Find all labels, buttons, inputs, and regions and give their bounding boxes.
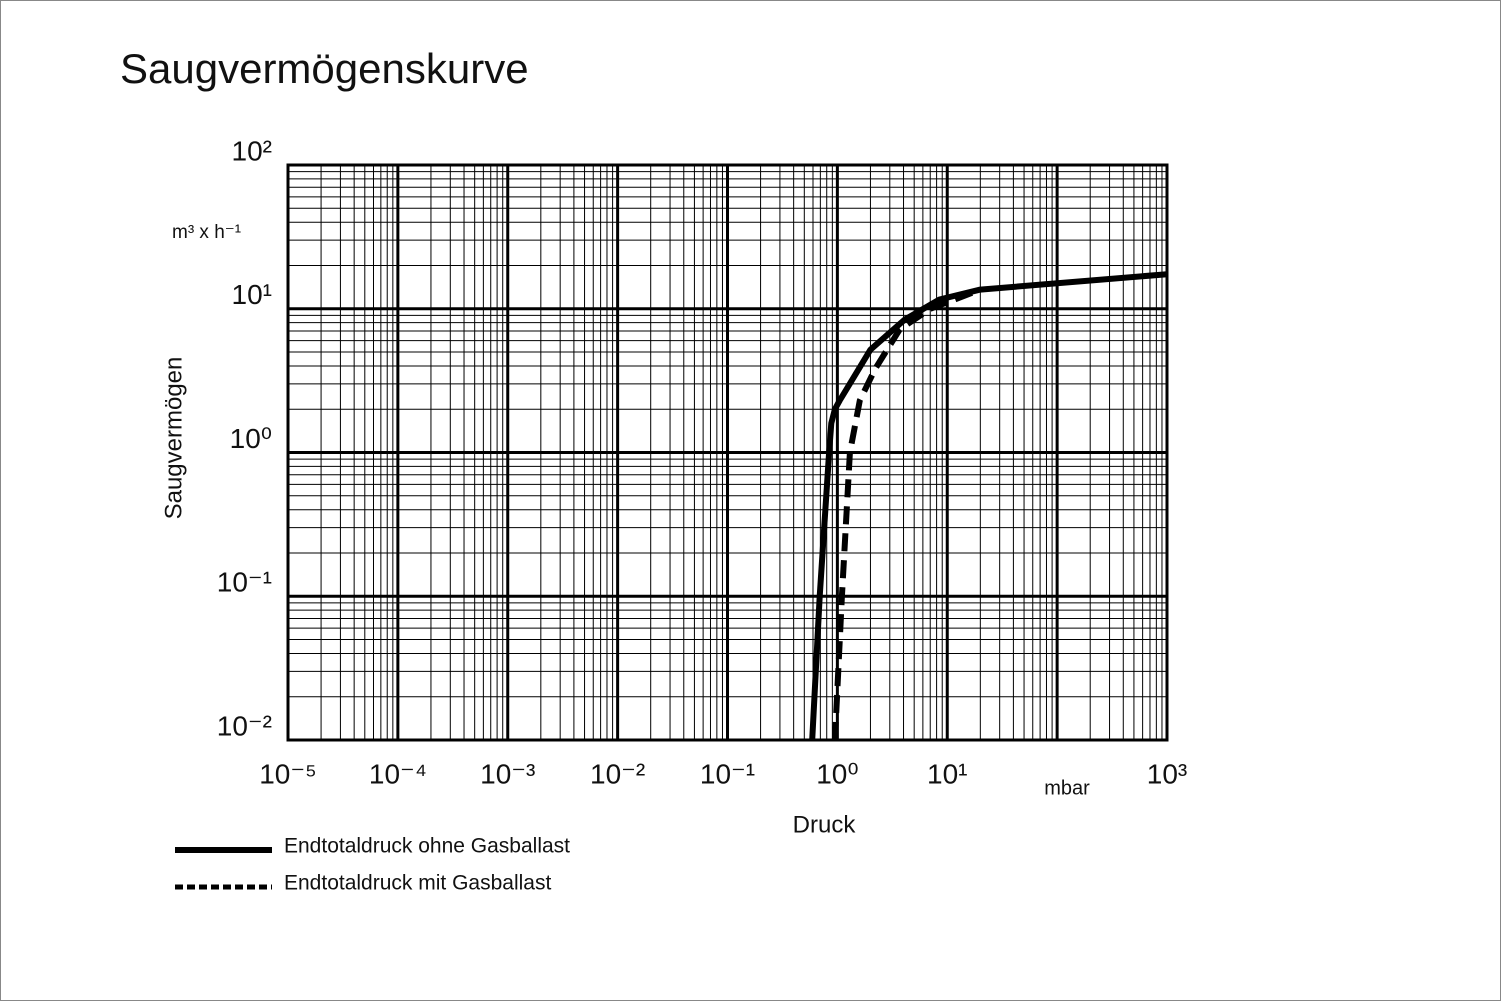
y-tick-label: 10¹ [232,279,272,310]
x-axis-label: Druck [793,811,857,838]
chart-title: Saugvermögenskurve [120,45,529,92]
y-tick-label: 10⁻¹ [217,567,272,598]
x-tick-label: 10⁻⁴ [369,758,427,789]
x-tick-label: 10¹ [927,758,967,789]
y-tick-label: 10⁰ [230,423,272,454]
legend-label: Endtotaldruck ohne Gasballast [284,835,570,858]
y-axis-label: Saugvermögen [160,357,187,520]
y-tick-label: 10⁻² [217,710,272,741]
y-tick-label: 10² [232,135,272,166]
plot-border [286,163,1169,742]
y-unit: m³ x h⁻¹ [172,222,241,243]
series-line [809,271,1168,741]
x-tick-label: 10⁰ [816,758,858,789]
x-tick-label: 10⁻² [590,758,645,789]
legend-label: Endtotaldruck mit Gasballast [284,872,551,895]
x-tick-label: 10³ [1147,758,1187,789]
x-unit: mbar [1044,777,1090,799]
x-tick-label: 10⁻¹ [700,758,755,789]
series-line [831,286,982,741]
x-tick-label: 10⁻³ [480,758,535,789]
x-tick-label: 10⁻⁵ [259,758,317,789]
